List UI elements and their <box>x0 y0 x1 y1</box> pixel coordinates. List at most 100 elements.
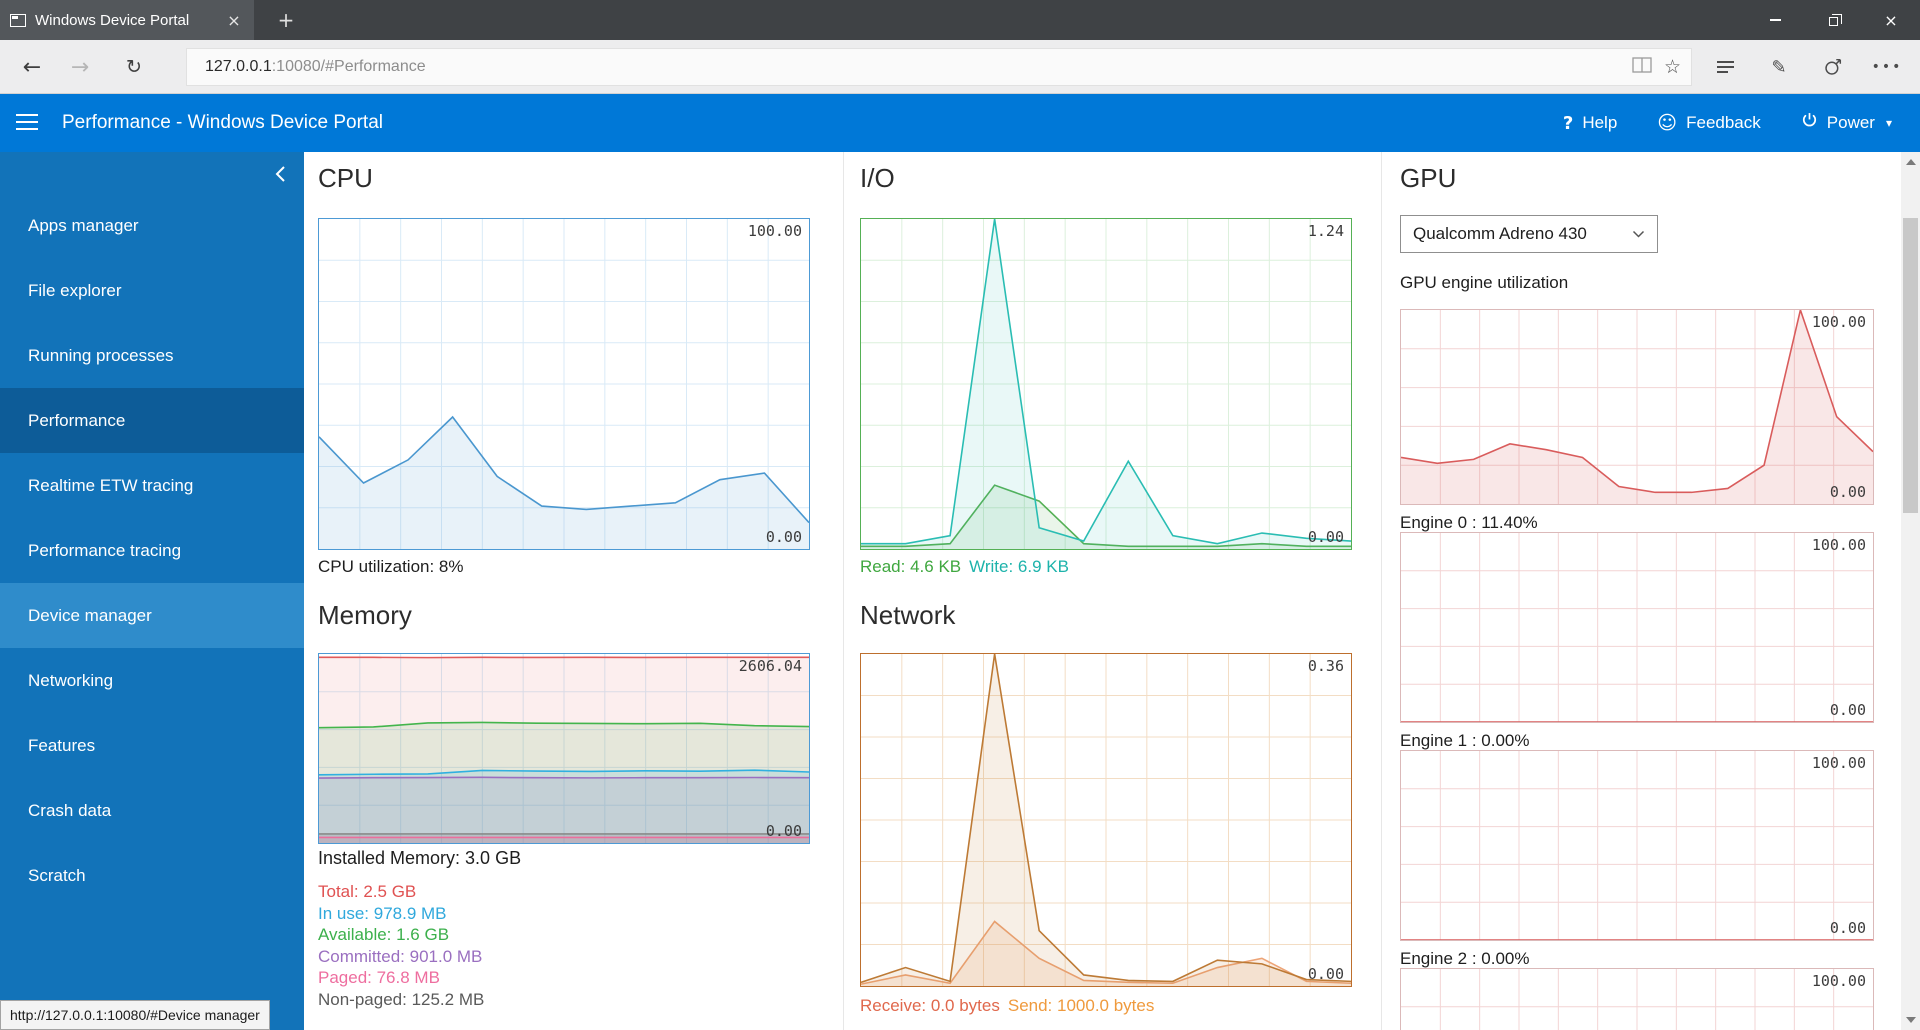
new-tab-button[interactable]: + <box>277 8 295 32</box>
url-text: 127.0.0.1:10080/#Performance <box>205 58 1632 76</box>
power-icon <box>1801 112 1818 134</box>
smiley-icon: ☺ <box>1657 112 1678 134</box>
forward-button[interactable]: → <box>70 54 90 80</box>
favorites-star-icon[interactable]: ☆ <box>1663 56 1681 78</box>
gpu-engine3-chart: 100.00 <box>1400 968 1874 1030</box>
sidebar-item-realtime-etw-tracing[interactable]: Realtime ETW tracing <box>28 475 194 495</box>
gpu1-ymax-label: 100.00 <box>1811 536 1866 554</box>
io-ymin-label: 0.00 <box>1307 528 1344 546</box>
power-button[interactable]: Power ▾ <box>1801 112 1892 134</box>
feedback-button[interactable]: ☺ Feedback <box>1657 112 1760 134</box>
power-label: Power <box>1826 113 1875 132</box>
io-read-label: Read: 4.6 KB <box>860 557 962 576</box>
gpu-engine1-chart: 100.00 0.00 <box>1400 532 1874 723</box>
cpu-chart: 100.00 0.00 <box>318 218 810 550</box>
browser-toolbar: ← → ↻ 127.0.0.1:10080/#Performance ☆ ✎ •… <box>0 40 1920 94</box>
caret-down-icon: ▾ <box>1885 116 1892 130</box>
sidebar-item-performance[interactable]: Performance <box>0 388 304 453</box>
share-icon[interactable] <box>1808 47 1858 87</box>
tab-close-icon[interactable]: × <box>227 10 241 30</box>
scroll-down-icon[interactable] <box>1906 1017 1916 1023</box>
column-divider <box>1381 152 1382 1030</box>
url-path: :10080/#Performance <box>271 58 426 75</box>
io-panel-title: I/O <box>860 163 895 193</box>
column-divider <box>843 152 844 1030</box>
minimize-button[interactable] <box>1746 0 1804 40</box>
memory-stat-non-paged: Non-paged: 125.2 MB <box>318 990 485 1009</box>
gpu-panel-title: GPU <box>1400 163 1457 193</box>
network-chart: 0.36 0.00 <box>860 653 1352 987</box>
minimize-icon <box>1769 19 1781 21</box>
help-label: Help <box>1582 113 1618 132</box>
network-receive-label: Receive: 0.0 bytes <box>860 996 1000 1015</box>
question-icon: ? <box>1562 112 1574 134</box>
url-host: 127.0.0.1 <box>205 58 272 75</box>
io-caption: Read: 4.6 KB Write: 6.9 KB <box>860 557 1069 577</box>
page-title: Performance - Windows Device Portal <box>62 112 383 133</box>
hamburger-menu-icon[interactable] <box>16 114 38 135</box>
cpu-ymax-label: 100.00 <box>747 222 802 240</box>
cpu-ymin-label: 0.00 <box>765 528 802 546</box>
sidebar-item-crash-data[interactable]: Crash data <box>28 800 112 820</box>
network-ymin-label: 0.00 <box>1307 965 1344 983</box>
sidebar-item-performance-tracing[interactable]: Performance tracing <box>28 540 182 560</box>
network-caption: Receive: 0.0 bytes Send: 1000.0 bytes <box>860 996 1154 1016</box>
network-send-label: Send: 1000.0 bytes <box>1007 996 1155 1015</box>
network-panel-title: Network <box>860 600 956 630</box>
sidebar-item-file-explorer[interactable]: File explorer <box>28 280 122 300</box>
gpu1-ymin-label: 0.00 <box>1829 701 1866 719</box>
restore-icon <box>1828 13 1842 26</box>
gpu-engine0-chart: 100.00 0.00 <box>1400 309 1874 505</box>
feedback-label: Feedback <box>1686 113 1761 132</box>
memory-panel-title: Memory <box>318 600 412 630</box>
gpu0-ymax-label: 100.00 <box>1811 313 1866 331</box>
web-note-icon[interactable]: ✎ <box>1771 56 1787 78</box>
memory-ymin-label: 0.00 <box>765 822 802 840</box>
reading-view-icon[interactable] <box>1632 56 1652 78</box>
gpu-engine2-caption: Engine 2 : 0.00% <box>1400 949 1530 968</box>
help-button[interactable]: ? Help <box>1563 113 1617 134</box>
gpu3-ymax-label: 100.00 <box>1811 972 1866 990</box>
gpu-adapter-value: Qualcomm Adreno 430 <box>1413 224 1587 243</box>
browser-tab-active[interactable]: Windows Device Portal × <box>0 0 254 40</box>
sidebar-nav: Apps manager File explorer Running proce… <box>0 193 304 908</box>
link-status-tooltip: http://127.0.0.1:10080/#Device manager <box>0 1000 270 1030</box>
gpu2-ymax-label: 100.00 <box>1811 754 1866 772</box>
refresh-button[interactable]: ↻ <box>126 56 142 78</box>
close-window-button[interactable]: × <box>1884 10 1898 30</box>
memory-stat-committed: Committed: 901.0 MB <box>318 947 483 966</box>
memory-ymax-label: 2606.04 <box>738 657 802 675</box>
browser-tab-bar: Windows Device Portal × + × <box>0 0 1920 40</box>
toolbar-icons: ✎ ••• <box>1700 47 1912 87</box>
gpu-adapter-select[interactable]: Qualcomm Adreno 430 <box>1400 215 1658 253</box>
app-header: Performance - Windows Device Portal ? He… <box>0 94 1920 152</box>
sidebar-item-networking[interactable]: Networking <box>28 670 114 690</box>
content-scrollbar[interactable] <box>1901 152 1920 1030</box>
chevron-down-icon <box>1632 230 1645 238</box>
scroll-up-icon[interactable] <box>1906 159 1916 165</box>
cpu-panel-title: CPU <box>318 163 373 193</box>
io-write-label: Write: 6.9 KB <box>969 557 1069 576</box>
sidebar-item-scratch[interactable]: Scratch <box>28 865 86 885</box>
sidebar-item-features[interactable]: Features <box>28 735 96 755</box>
installed-memory-label: Installed Memory: 3.0 GB <box>318 848 522 868</box>
memory-chart: 2606.04 0.00 <box>318 653 810 844</box>
tab-title: Windows Device Portal <box>35 11 190 29</box>
more-options-icon[interactable]: ••• <box>1871 59 1903 75</box>
sidebar-item-device-manager[interactable]: Device manager <box>0 583 304 648</box>
window-controls: × <box>1746 0 1920 40</box>
io-chart: 1.24 0.00 <box>860 218 1352 550</box>
scrollbar-thumb[interactable] <box>1903 218 1918 513</box>
sidebar-item-apps-manager[interactable]: Apps manager <box>28 215 139 235</box>
sidebar-collapse-icon[interactable] <box>270 162 290 186</box>
memory-stat-available: Available: 1.6 GB <box>318 925 450 944</box>
network-ymax-label: 0.36 <box>1307 657 1344 675</box>
sidebar-item-running-processes[interactable]: Running processes <box>28 345 174 365</box>
sidebar: Apps manager File explorer Running proce… <box>0 152 304 1030</box>
address-bar[interactable]: 127.0.0.1:10080/#Performance ☆ <box>186 48 1692 86</box>
back-button[interactable]: ← <box>22 54 42 80</box>
gpu2-ymin-label: 0.00 <box>1829 919 1866 937</box>
hub-icon[interactable] <box>1700 47 1750 87</box>
address-bar-icons: ☆ <box>1632 56 1681 78</box>
maximize-button[interactable] <box>1804 0 1862 40</box>
